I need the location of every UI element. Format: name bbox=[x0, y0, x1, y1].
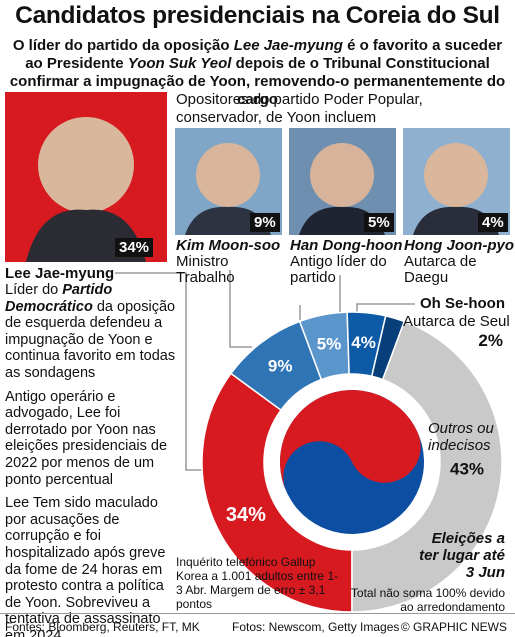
candidate-name: Kim Moon-soo bbox=[176, 237, 281, 254]
text-part: da oposição de esquerda defendeu a impug… bbox=[5, 298, 176, 381]
badge: 4% bbox=[478, 213, 508, 232]
paragraph: Antigo operário e advogado, Lee foi derr… bbox=[5, 388, 168, 488]
donut-segment bbox=[201, 372, 353, 613]
donut: 34% 9% 5% 4% 43% bbox=[201, 311, 503, 613]
candidate-name: Han Dong-hoon bbox=[290, 237, 403, 254]
suit bbox=[185, 206, 271, 235]
value-label: 34% bbox=[226, 504, 266, 526]
face bbox=[196, 143, 260, 207]
candidate-note: Antigo líder do partido bbox=[290, 253, 387, 286]
face bbox=[310, 143, 374, 207]
donut-segment bbox=[351, 320, 503, 613]
candidate-note: Autarca de Seul bbox=[403, 313, 510, 330]
badge: 9% bbox=[250, 213, 280, 232]
value-label: 4% bbox=[351, 333, 376, 352]
value-label: 5% bbox=[317, 335, 342, 354]
candidate-name: Lee Jae-myung bbox=[5, 265, 115, 282]
taeguk-red bbox=[280, 390, 421, 493]
text-part: Partido Democrático bbox=[5, 282, 113, 315]
leader-line bbox=[115, 272, 205, 471]
candidate-name: Hong Joon-pyo bbox=[404, 237, 514, 254]
subtitle-part: Lee Jae-myung bbox=[233, 37, 343, 54]
leader-line bbox=[229, 270, 252, 348]
election-note: Eleições a ter lugar até 3 Jun bbox=[419, 530, 505, 581]
leader-line bbox=[356, 303, 415, 314]
sources: Fontes: Bloomberg, Reuters, FT, MK bbox=[5, 620, 200, 634]
candidate-note: Ministro Trabalho bbox=[176, 253, 235, 286]
text-part: Líder do bbox=[5, 282, 63, 298]
taeguk bbox=[280, 390, 424, 534]
face bbox=[424, 143, 488, 207]
value-label: 2% bbox=[478, 331, 503, 350]
category-label: Outros ou indecisos bbox=[428, 420, 494, 454]
paragraph: Lee Tem sido maculado por acusações de c… bbox=[5, 495, 166, 637]
candidate-name: Oh Se-hoon bbox=[420, 295, 505, 312]
subtitle-part: é o favorito a suceder ao Presidente bbox=[25, 37, 503, 72]
intro: Opositores do partido Poder Popular, con… bbox=[176, 91, 423, 126]
paragraph: Líder do Partido Democrático da oposição… bbox=[5, 282, 177, 382]
subtitle-part: O líder do partido da oposição bbox=[12, 37, 234, 54]
survey-note: Inquérito telefónico Gallup Korea a 1.00… bbox=[176, 555, 339, 611]
face bbox=[38, 117, 134, 213]
credit: © GRAPHIC NEWS bbox=[400, 620, 507, 634]
rounding-note: Total não soma 100% devido ao arredondam… bbox=[350, 586, 505, 614]
value-label: 43% bbox=[450, 459, 484, 478]
lee-text: Líder do Partido Democrático da oposição… bbox=[5, 282, 177, 637]
candidate-note: Autarca de Daegu bbox=[404, 253, 477, 286]
suit bbox=[413, 206, 499, 235]
footer: Fontes: Bloomberg, Reuters, FT, MK Fotos… bbox=[0, 613, 515, 637]
badge: 34% bbox=[115, 238, 154, 257]
value-label: 9% bbox=[268, 357, 293, 376]
title: Candidatos presidenciais na Coreia do Su… bbox=[15, 2, 500, 29]
photo-credit: Fotos: Newscom, Getty Images bbox=[232, 620, 400, 634]
badge: 5% bbox=[364, 213, 394, 232]
subtitle: O líder do partido da oposição Lee Jae-m… bbox=[4, 37, 511, 109]
suit bbox=[299, 206, 385, 235]
subtitle-part: depois de o Tribunal Constitucional conf… bbox=[9, 55, 506, 108]
subtitle-part: Yoon Suk Yeol bbox=[127, 55, 232, 72]
